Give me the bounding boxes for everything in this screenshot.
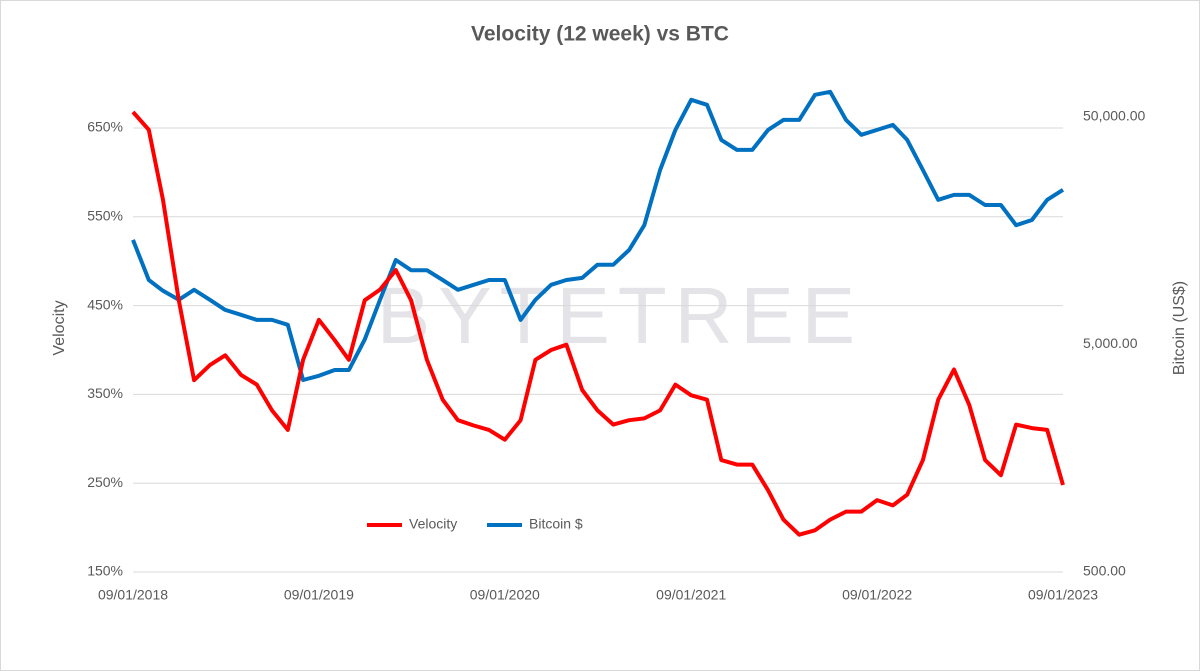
x-tick-label: 09/01/2021 bbox=[656, 587, 726, 603]
y2-tick-label: 500.00 bbox=[1083, 563, 1126, 579]
y2-tick-label: 5,000.00 bbox=[1083, 335, 1138, 351]
series-line bbox=[131, 110, 1065, 537]
y-axis-title: Velocity bbox=[51, 300, 68, 355]
series-line bbox=[131, 89, 1065, 382]
x-tick-label: 09/01/2022 bbox=[842, 587, 912, 603]
x-tick-label: 09/01/2023 bbox=[1028, 587, 1098, 603]
y-tick-label: 450% bbox=[87, 296, 123, 312]
y-tick-label: 150% bbox=[87, 563, 123, 579]
legend-label: Bitcoin $ bbox=[529, 516, 583, 532]
x-tick-label: 09/01/2020 bbox=[470, 587, 540, 603]
y-tick-label: 650% bbox=[87, 119, 123, 135]
y2-tick-label: 50,000.00 bbox=[1083, 108, 1145, 124]
y-tick-label: 250% bbox=[87, 474, 123, 490]
x-tick-label: 09/01/2019 bbox=[284, 587, 354, 603]
chart-title: Velocity (12 week) vs BTC bbox=[471, 23, 729, 46]
x-tick-label: 09/01/2018 bbox=[98, 587, 168, 603]
y2-axis-title: Bitcoin (US$) bbox=[1171, 281, 1188, 375]
legend-label: Velocity bbox=[409, 516, 457, 532]
watermark: BYTETREE bbox=[377, 271, 863, 360]
y-tick-label: 350% bbox=[87, 385, 123, 401]
y-tick-label: 550% bbox=[87, 208, 123, 224]
